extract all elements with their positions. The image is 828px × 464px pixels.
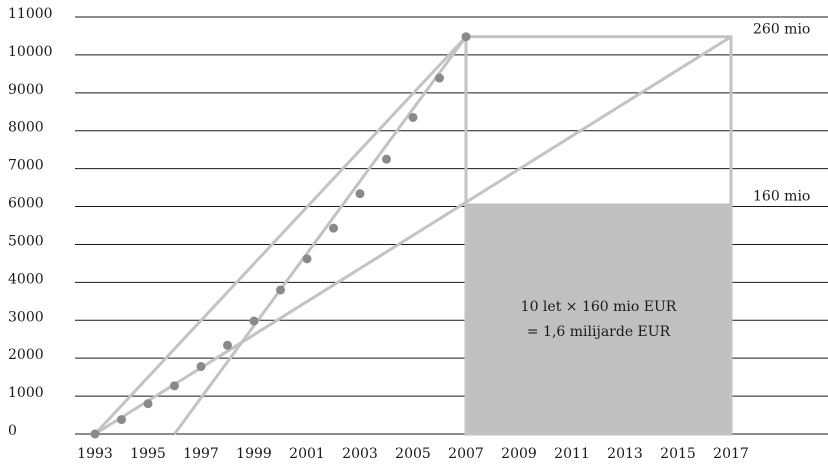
x-tick-label: 1995 [130,446,166,462]
y-tick-label: 3000 [8,309,44,325]
data-point [170,381,179,391]
y-tick-label: 0 [8,423,17,439]
y-tick-label: 9000 [8,82,44,98]
filled-box [466,203,731,434]
data-point [276,285,285,295]
x-tick-label: 2015 [660,446,696,462]
x-tick-label: 1999 [236,446,272,462]
data-point [90,429,100,439]
trend-line [93,35,468,436]
y-axis-labels: 0 1000 2000 3000 4000 5000 6000 7000 8000 9000 100… [8,6,53,439]
trend-line [173,35,468,435]
y-tick-label: 6000 [8,196,44,212]
x-tick-label: 2013 [607,446,643,462]
data-point [223,340,232,350]
y-tick-label: 1000 [8,385,44,401]
x-tick-label: 2017 [713,446,749,462]
data-point [355,189,365,199]
y-tick-label: 4000 [8,271,44,287]
data-point [329,223,338,233]
y-tick-label: 10000 [8,44,53,60]
x-tick-label: 2005 [395,446,431,462]
x-tick-label: 1997 [183,446,219,462]
data-point [143,399,153,409]
x-tick-label: 1993 [77,446,113,462]
x-tick-label: 2001 [289,446,325,462]
data-point [196,362,206,372]
level-labels: 260 mio 160 mio [753,22,810,205]
outline-box [464,35,733,436]
y-tick-label: 2000 [8,347,44,363]
x-tick-label: 2011 [554,446,590,462]
level-label: 260 mio [753,22,810,38]
box-text-line-1: 10 let × 160 mio EUR [521,299,677,315]
data-point [408,112,418,122]
x-tick-label: 2003 [342,446,378,462]
y-tick-label: 7000 [8,158,44,174]
data-points [90,32,471,439]
data-point [117,415,126,425]
data-point [382,154,391,164]
y-tick-label: 5000 [8,233,44,249]
box-text-line-2: = 1,6 milijarde EUR [527,324,671,340]
data-point [435,73,444,83]
level-label: 160 mio [753,189,810,205]
data-point [249,316,259,326]
x-tick-label: 2007 [448,446,484,462]
x-tick-label: 2009 [501,446,537,462]
data-point [302,254,312,264]
data-point [461,32,471,42]
chart-shapes [93,35,733,436]
y-tick-label: 11000 [8,6,53,22]
y-tick-label: 8000 [8,120,44,136]
x-axis-labels: 1993 1995 1997 1999 2001 2003 2005 2007 2009 2011… [77,446,749,462]
